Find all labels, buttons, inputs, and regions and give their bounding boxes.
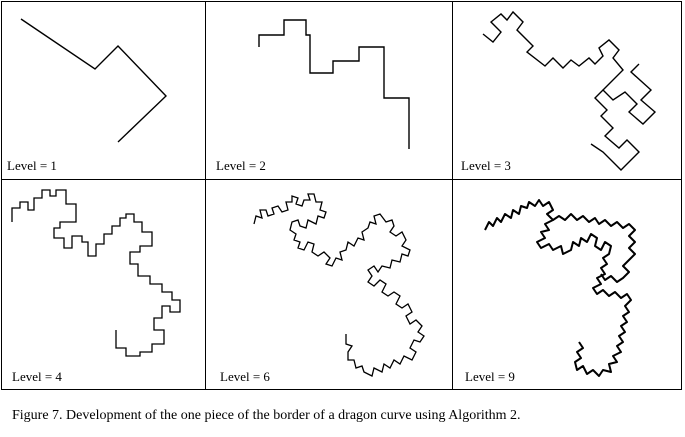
dragon-curve-level-2 [258,19,410,149]
grid-divider-vertical-2 [452,1,453,390]
level-label: Level = 6 [220,369,270,384]
dragon-curve-level-6 [253,193,425,377]
panel-level-6: Level = 6 [206,180,452,390]
level-label: Level = 3 [461,158,511,173]
panel-level-2: Level = 2 [206,2,452,179]
panel-level-4: Level = 4 [2,180,205,390]
level-label: Level = 4 [12,369,62,384]
dragon-curve-level-9 [484,199,636,377]
grid-divider-horizontal [1,179,682,180]
level-label: Level = 9 [465,369,515,384]
panel-grid-border [1,1,682,390]
level-label: Level = 1 [7,158,57,173]
panel-level-3: Level = 3 [453,2,682,179]
dragon-curve-level-4 [11,189,181,357]
grid-divider-vertical-1 [205,1,206,390]
dragon-curve-level-3 [482,10,657,171]
figure-caption: Figure 7. Development of the one piece o… [12,408,521,423]
panel-level-9: Level = 9 [453,180,682,390]
level-label: Level = 2 [216,158,266,173]
panel-level-1: Level = 1 [2,2,205,179]
dragon-curve-level-1 [20,18,167,143]
